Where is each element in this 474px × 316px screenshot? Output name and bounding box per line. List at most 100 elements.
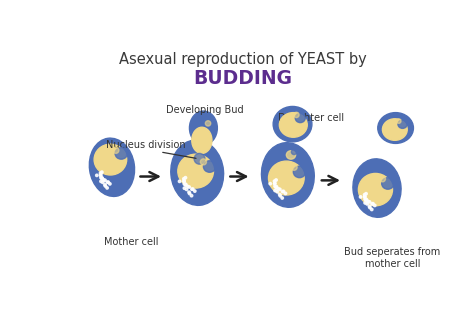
Circle shape — [368, 201, 371, 203]
Circle shape — [106, 181, 109, 184]
Ellipse shape — [94, 144, 127, 175]
Circle shape — [106, 187, 109, 189]
Circle shape — [100, 171, 103, 173]
Ellipse shape — [295, 113, 305, 123]
Circle shape — [101, 181, 104, 184]
Circle shape — [186, 185, 189, 188]
Circle shape — [368, 205, 371, 208]
Circle shape — [367, 200, 369, 203]
Circle shape — [275, 185, 278, 188]
Circle shape — [193, 190, 196, 192]
Ellipse shape — [383, 119, 407, 140]
Circle shape — [284, 192, 287, 195]
Circle shape — [104, 179, 106, 182]
Ellipse shape — [194, 154, 205, 164]
Ellipse shape — [292, 149, 297, 155]
Ellipse shape — [205, 121, 211, 126]
Ellipse shape — [382, 178, 394, 189]
Circle shape — [365, 192, 367, 195]
Ellipse shape — [203, 161, 216, 172]
Circle shape — [273, 182, 276, 185]
Circle shape — [100, 174, 102, 177]
Circle shape — [109, 183, 111, 185]
Circle shape — [279, 188, 281, 191]
Circle shape — [366, 203, 368, 205]
Circle shape — [274, 185, 276, 187]
Circle shape — [359, 196, 362, 198]
Circle shape — [188, 186, 191, 188]
Circle shape — [184, 176, 187, 179]
Circle shape — [101, 177, 103, 180]
Ellipse shape — [201, 159, 207, 165]
Ellipse shape — [262, 143, 314, 207]
Circle shape — [282, 190, 284, 193]
Circle shape — [96, 174, 98, 177]
Circle shape — [101, 177, 103, 179]
Circle shape — [276, 191, 278, 193]
Circle shape — [277, 187, 280, 190]
Circle shape — [183, 180, 185, 183]
Ellipse shape — [171, 140, 224, 205]
Circle shape — [188, 191, 190, 193]
Text: Mother cell: Mother cell — [104, 237, 159, 246]
Circle shape — [273, 183, 276, 185]
Ellipse shape — [286, 151, 296, 159]
Ellipse shape — [113, 147, 119, 154]
Circle shape — [364, 198, 366, 200]
Circle shape — [188, 192, 191, 195]
Circle shape — [191, 188, 193, 191]
Ellipse shape — [190, 111, 218, 145]
Circle shape — [102, 179, 105, 181]
Ellipse shape — [291, 164, 297, 170]
Text: Asexual reproduction of YEAST by: Asexual reproduction of YEAST by — [119, 52, 367, 67]
Circle shape — [183, 187, 186, 189]
Ellipse shape — [192, 127, 212, 154]
Circle shape — [184, 184, 187, 186]
Ellipse shape — [273, 106, 312, 142]
Circle shape — [274, 189, 276, 192]
Circle shape — [364, 195, 366, 198]
Ellipse shape — [115, 148, 128, 159]
Ellipse shape — [379, 176, 385, 182]
Text: Nucleus division: Nucleus division — [106, 140, 185, 150]
Circle shape — [372, 203, 374, 205]
Circle shape — [364, 202, 366, 204]
Ellipse shape — [396, 119, 401, 123]
Ellipse shape — [293, 166, 306, 178]
Circle shape — [184, 183, 187, 185]
Circle shape — [104, 184, 106, 186]
Circle shape — [371, 208, 373, 211]
Ellipse shape — [358, 173, 392, 206]
Text: Developing Bud: Developing Bud — [166, 105, 244, 115]
Circle shape — [100, 174, 102, 176]
Circle shape — [371, 203, 374, 205]
Circle shape — [100, 180, 102, 183]
Circle shape — [283, 190, 285, 193]
Ellipse shape — [268, 161, 304, 195]
Circle shape — [269, 182, 272, 185]
Circle shape — [275, 186, 278, 189]
Circle shape — [281, 197, 283, 199]
Circle shape — [100, 176, 102, 179]
Circle shape — [364, 193, 366, 196]
Ellipse shape — [378, 112, 413, 143]
Circle shape — [183, 183, 186, 185]
Ellipse shape — [353, 159, 401, 217]
Circle shape — [99, 172, 102, 174]
Ellipse shape — [178, 154, 213, 188]
Ellipse shape — [279, 112, 307, 137]
Circle shape — [178, 180, 181, 183]
Circle shape — [107, 181, 109, 183]
Circle shape — [278, 193, 281, 196]
Circle shape — [182, 178, 185, 180]
Circle shape — [275, 179, 277, 181]
Ellipse shape — [398, 120, 407, 128]
Circle shape — [374, 204, 376, 207]
Circle shape — [369, 206, 371, 209]
Text: Daughter cell: Daughter cell — [278, 112, 344, 123]
Circle shape — [190, 194, 193, 197]
Ellipse shape — [89, 138, 135, 197]
Text: Bud seperates from
mother cell: Bud seperates from mother cell — [345, 247, 441, 269]
Ellipse shape — [294, 112, 299, 118]
Circle shape — [183, 179, 185, 182]
